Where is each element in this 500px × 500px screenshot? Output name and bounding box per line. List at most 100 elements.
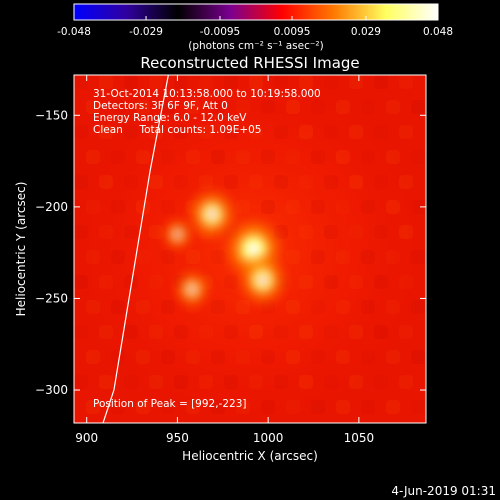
- ripple-cell: [136, 100, 150, 114]
- ripple-cell: [99, 275, 113, 289]
- ripple-cell: [311, 200, 325, 214]
- ripple-cell: [186, 350, 200, 364]
- x-tick-label: 900: [75, 431, 98, 445]
- x-axis-label: Heliocentric X (arcsec): [182, 449, 318, 463]
- ripple-cell: [86, 200, 100, 214]
- ripple-cell: [249, 175, 263, 189]
- ripple-cell: [274, 125, 288, 139]
- ripple-cell: [136, 350, 150, 364]
- y-tick-label: −300: [35, 383, 68, 397]
- ripple-cell: [224, 375, 238, 389]
- ripple-cell: [349, 325, 363, 339]
- ripple-cell: [136, 150, 150, 164]
- ripple-cell: [211, 150, 225, 164]
- colorbar: -0.048 -0.029 -0.0095 0.0095 0.029 0.048 (pho…: [57, 3, 453, 52]
- ripple-cell: [211, 400, 225, 414]
- ripple-cell: [124, 275, 138, 289]
- source-blob: [233, 249, 292, 311]
- x-tick-label: 1000: [253, 431, 284, 445]
- ripple-cell: [249, 375, 263, 389]
- ripple-cell: [411, 100, 425, 114]
- colorbar-tick-label: -0.0095: [200, 26, 241, 38]
- ripple-cell: [361, 100, 375, 114]
- ripple-cell: [236, 100, 250, 114]
- ripple-cell: [386, 250, 400, 264]
- ripple-cell: [249, 125, 263, 139]
- ripple-cell: [386, 100, 400, 114]
- ripple-cell: [161, 200, 175, 214]
- ripple-cell: [161, 150, 175, 164]
- ripple-cell: [349, 175, 363, 189]
- ripple-cell: [136, 200, 150, 214]
- ripple-cell: [286, 100, 300, 114]
- ripple-cell: [299, 225, 313, 239]
- ripple-cell: [124, 75, 138, 89]
- ripple-cell: [411, 400, 425, 414]
- ripple-cell: [311, 400, 325, 414]
- ripple-cell: [361, 350, 375, 364]
- ripple-cell: [374, 175, 388, 189]
- ripple-cell: [174, 75, 188, 89]
- ripple-cell: [174, 125, 188, 139]
- ripple-cell: [161, 300, 175, 314]
- ripple-cell: [74, 225, 88, 239]
- chart-title: Reconstructed RHESSI Image: [140, 54, 359, 72]
- ripple-cell: [374, 325, 388, 339]
- y-tick-label: −250: [35, 291, 68, 305]
- ripple-cell: [111, 150, 125, 164]
- ripple-cell: [161, 100, 175, 114]
- solar-limb-line: [102, 75, 169, 423]
- annotation-energy: Energy Range: 6.0 - 12.0 keV: [93, 112, 247, 124]
- ripple-cell: [261, 200, 275, 214]
- ripple-cell: [324, 325, 338, 339]
- ripple-cell: [261, 150, 275, 164]
- ripple-cell: [311, 100, 325, 114]
- ripple-cell: [311, 300, 325, 314]
- colorbar-tick-label: 0.048: [423, 26, 453, 38]
- annotations: 31-Oct-2014 10:13:58.000 to 10:19:58.000…: [93, 88, 321, 410]
- ripple-cell: [324, 225, 338, 239]
- ripple-cell: [299, 275, 313, 289]
- ripple-cell: [361, 250, 375, 264]
- x-axis: 900 950 1000 1050: [75, 75, 374, 445]
- ripple-cell: [299, 75, 313, 89]
- ripple-cell: [199, 325, 213, 339]
- ripple-cell: [274, 175, 288, 189]
- ripple-cell: [386, 400, 400, 414]
- y-tick-label: −150: [35, 108, 68, 122]
- ripple-cell: [374, 275, 388, 289]
- ripple-cell: [336, 150, 350, 164]
- ripple-cell: [99, 325, 113, 339]
- ripple-cell: [311, 150, 325, 164]
- ripple-cell: [336, 100, 350, 114]
- ripple-cell: [124, 175, 138, 189]
- ripple-cell: [411, 150, 425, 164]
- ripple-cell: [386, 300, 400, 314]
- ripple-cell: [99, 225, 113, 239]
- ripple-cell: [349, 125, 363, 139]
- ripple-cell: [174, 325, 188, 339]
- ripple-cell: [136, 300, 150, 314]
- colorbar-bar: [74, 4, 438, 20]
- ripple-cell: [286, 150, 300, 164]
- ripple-cell: [361, 200, 375, 214]
- ripple-cell: [186, 400, 200, 414]
- annotation-clean: Clean Total counts: 1.09E+05: [93, 124, 262, 136]
- ripple-cell: [399, 325, 413, 339]
- ripple-cell: [399, 225, 413, 239]
- ripple-cell: [386, 350, 400, 364]
- ripple-cell: [74, 75, 88, 89]
- source-blob: [169, 265, 215, 313]
- ripple-cell: [349, 225, 363, 239]
- ripple-cell: [99, 175, 113, 189]
- ripple-cell: [324, 275, 338, 289]
- ripple-cell: [124, 375, 138, 389]
- ripple-cell: [399, 125, 413, 139]
- ripple-cell: [149, 375, 163, 389]
- ripple-cell: [324, 75, 338, 89]
- ripple-cell: [286, 250, 300, 264]
- colorbar-ticks: -0.048 -0.029 -0.0095 0.0095 0.029 0.048: [57, 16, 453, 38]
- ripple-cell: [411, 300, 425, 314]
- ripple-cell: [261, 400, 275, 414]
- ripple-cell: [136, 400, 150, 414]
